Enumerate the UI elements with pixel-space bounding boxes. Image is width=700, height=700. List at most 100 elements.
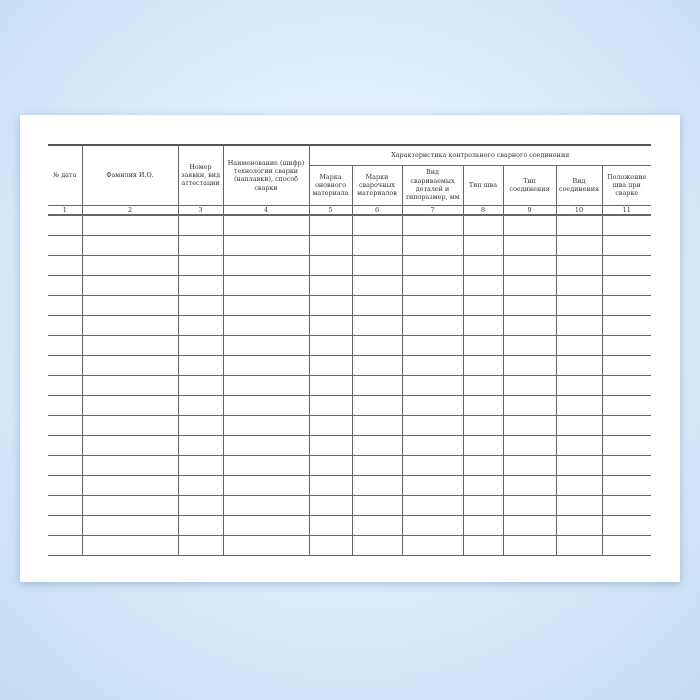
table-row bbox=[48, 434, 651, 456]
table-cell bbox=[81, 454, 179, 476]
table-cell bbox=[222, 214, 310, 236]
table-cell bbox=[601, 354, 651, 376]
header-part-type: Вид свариваемых деталей и типоразмер, мм bbox=[401, 164, 464, 206]
table-cell bbox=[177, 294, 224, 316]
table-cell bbox=[48, 354, 83, 376]
table-cell bbox=[308, 314, 353, 336]
table-cell bbox=[462, 374, 504, 396]
table-cell bbox=[555, 534, 603, 556]
table-cell bbox=[177, 474, 224, 496]
table-cell bbox=[351, 234, 403, 256]
table-cell bbox=[222, 534, 310, 556]
table-row bbox=[48, 274, 651, 296]
table-cell bbox=[308, 394, 353, 416]
table-cell bbox=[401, 354, 464, 376]
table-cell bbox=[81, 254, 179, 276]
table-cell bbox=[48, 494, 83, 516]
table-cell bbox=[351, 514, 403, 536]
table-cell bbox=[48, 334, 83, 356]
table-cell bbox=[222, 234, 310, 256]
table-cell bbox=[555, 234, 603, 256]
table-cell bbox=[555, 214, 603, 236]
table-cell bbox=[222, 274, 310, 296]
table-cell bbox=[81, 434, 179, 456]
table-cell bbox=[601, 454, 651, 476]
table-cell bbox=[555, 334, 603, 356]
table-cell bbox=[601, 474, 651, 496]
table-cell bbox=[601, 514, 651, 536]
table-cell bbox=[351, 534, 403, 556]
table-cell bbox=[222, 354, 310, 376]
table-cell bbox=[502, 274, 557, 296]
table-cell bbox=[222, 494, 310, 516]
table-cell bbox=[401, 294, 464, 316]
table-cell bbox=[401, 234, 464, 256]
table-cell bbox=[81, 354, 179, 376]
table-cell bbox=[351, 274, 403, 296]
table-cell bbox=[555, 434, 603, 456]
table-row bbox=[48, 294, 651, 316]
table-cell bbox=[462, 454, 504, 476]
table-cell bbox=[81, 214, 179, 236]
table-cell bbox=[601, 294, 651, 316]
table-cell bbox=[462, 314, 504, 336]
table-cell bbox=[401, 434, 464, 456]
col-number: 2 bbox=[81, 204, 179, 216]
table-cell bbox=[351, 434, 403, 456]
header-application: Номер заявки, вид аттестации bbox=[177, 144, 224, 206]
col-number: 9 bbox=[502, 204, 557, 216]
table-cell bbox=[555, 394, 603, 416]
table-row bbox=[48, 394, 651, 416]
table-cell bbox=[222, 474, 310, 496]
table-cell bbox=[81, 334, 179, 356]
table-cell bbox=[555, 454, 603, 476]
table-cell bbox=[462, 334, 504, 356]
table-cell bbox=[401, 214, 464, 236]
table-cell bbox=[462, 494, 504, 516]
table-cell bbox=[401, 514, 464, 536]
table-cell bbox=[555, 254, 603, 276]
header-welding-materials: Марки сварочных материалов bbox=[351, 164, 403, 206]
table-cell bbox=[177, 394, 224, 416]
table-cell bbox=[48, 254, 83, 276]
table-row bbox=[48, 334, 651, 356]
column-numbers-row: 1 2 3 4 5 6 7 8 9 10 11 bbox=[48, 204, 651, 216]
table-cell bbox=[48, 374, 83, 396]
table-cell bbox=[462, 414, 504, 436]
table-cell bbox=[462, 534, 504, 556]
header-date: № дата bbox=[48, 144, 83, 206]
table-cell bbox=[462, 434, 504, 456]
table-cell bbox=[462, 274, 504, 296]
table-cell bbox=[601, 414, 651, 436]
table-row bbox=[48, 414, 651, 436]
table-cell bbox=[177, 514, 224, 536]
table-cell bbox=[502, 494, 557, 516]
table-cell bbox=[308, 514, 353, 536]
table-cell bbox=[601, 534, 651, 556]
table-cell bbox=[351, 374, 403, 396]
table-cell bbox=[601, 394, 651, 416]
table-cell bbox=[177, 434, 224, 456]
table-cell bbox=[555, 354, 603, 376]
table-cell bbox=[555, 274, 603, 296]
table-cell bbox=[351, 214, 403, 236]
header-group: Характеристика контрольного сварного сое… bbox=[308, 144, 651, 166]
table-cell bbox=[462, 254, 504, 276]
table-cell bbox=[555, 414, 603, 436]
table-cell bbox=[81, 514, 179, 536]
table-cell bbox=[601, 334, 651, 356]
table-cell bbox=[555, 514, 603, 536]
table-cell bbox=[601, 374, 651, 396]
table-cell bbox=[401, 374, 464, 396]
table-cell bbox=[308, 454, 353, 476]
table-cell bbox=[555, 474, 603, 496]
table-cell bbox=[351, 474, 403, 496]
table-cell bbox=[48, 214, 83, 236]
col-number: 11 bbox=[601, 204, 651, 216]
col-number: 4 bbox=[222, 204, 310, 216]
table-cell bbox=[177, 254, 224, 276]
col-number: 8 bbox=[462, 204, 504, 216]
table-cell bbox=[308, 414, 353, 436]
table-cell bbox=[351, 414, 403, 436]
table-row bbox=[48, 374, 651, 396]
